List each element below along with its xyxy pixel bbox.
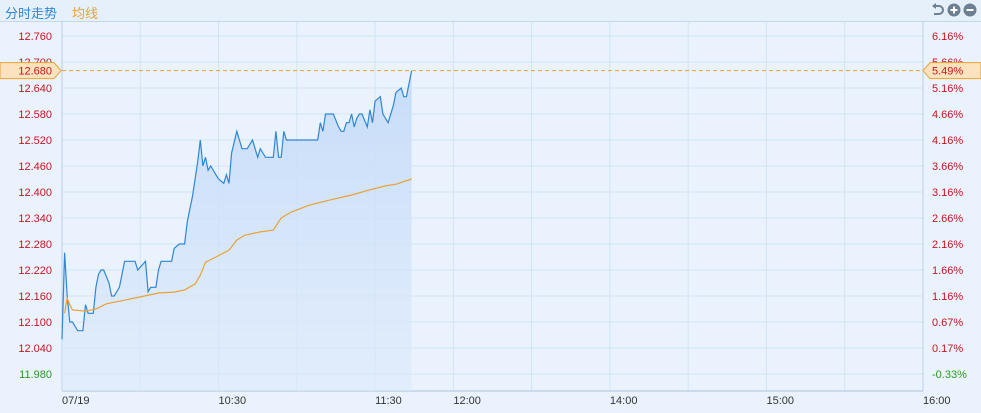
y2-tick-label: 0.67%	[932, 317, 963, 329]
y2-tick-label: 0.17%	[932, 343, 963, 355]
y-axis-percent-labels: 6.16%5.66%5.16%4.66%4.16%3.66%3.16%2.66%…	[932, 31, 967, 381]
y-tick-label: 12.400	[18, 187, 52, 199]
x-tick-label: 14:00	[610, 395, 638, 407]
y-tick-label: 12.220	[18, 265, 52, 277]
tab-intraday[interactable]: 分时走势	[5, 6, 58, 21]
y2-tick-label: 6.16%	[932, 31, 963, 43]
y-axis-price-labels: 12.76012.70012.64012.58012.52012.46012.4…	[18, 31, 52, 381]
y2-tick-label: 3.66%	[932, 161, 963, 173]
chart-header: 分时走势 均线	[0, 0, 981, 22]
y-tick-label: 11.980	[19, 369, 52, 381]
y2-tick-label: -0.33%	[932, 369, 967, 381]
y2-tick-label: 4.66%	[932, 109, 963, 121]
current-change-value: 5.49%	[932, 66, 963, 78]
grid-lines	[61, 22, 924, 392]
current-price-value: 12.680	[18, 66, 52, 78]
current-change-marker-shape	[922, 62, 981, 80]
x-tick-label: 07/19	[62, 395, 90, 407]
y-tick-label: 12.640	[18, 83, 52, 95]
x-tick-label: 10:30	[219, 395, 247, 407]
y2-tick-label: 2.66%	[932, 213, 963, 225]
current-change-marker-right: 5.49%	[922, 62, 981, 80]
y-tick-label: 12.340	[18, 213, 52, 225]
y2-tick-label: 4.16%	[932, 135, 963, 147]
y-tick-label: 12.580	[18, 109, 52, 121]
y-tick-label: 12.460	[18, 161, 52, 173]
y-tick-label: 12.520	[18, 135, 52, 147]
y-tick-label: 12.100	[18, 317, 52, 329]
current-price-marker-left: 12.680	[0, 62, 62, 80]
chart-tools	[931, 3, 977, 17]
y-tick-label: 12.040	[18, 343, 52, 355]
y2-tick-label: 3.16%	[932, 187, 963, 199]
tab-average-line[interactable]: 均线	[72, 6, 99, 21]
y2-tick-label: 1.16%	[932, 291, 963, 303]
undo-icon[interactable]	[931, 3, 945, 17]
x-tick-label: 11:30	[375, 395, 402, 407]
average-price-line	[64, 178, 412, 314]
zoom-out-icon[interactable]	[963, 3, 977, 17]
price-line	[61, 70, 413, 340]
series-lines	[61, 70, 413, 340]
x-tick-label: 16:00	[923, 395, 951, 407]
y-tick-label: 12.280	[18, 239, 52, 251]
y-tick-label: 12.760	[18, 31, 52, 43]
x-tick-label: 12:00	[453, 395, 481, 407]
x-tick-label: 15:00	[766, 395, 794, 407]
y2-tick-label: 1.66%	[932, 265, 963, 277]
y2-tick-label: 5.16%	[932, 83, 963, 95]
current-price-marker-shape	[0, 62, 62, 80]
y-tick-label: 12.160	[18, 291, 52, 303]
price-area-fill	[62, 70, 412, 391]
x-axis-time-labels: 07/19 10:30 11:30 12:00 14:00 15:00 16:00	[62, 395, 951, 407]
y2-tick-label: 2.16%	[932, 239, 963, 251]
zoom-in-icon[interactable]	[947, 3, 961, 17]
